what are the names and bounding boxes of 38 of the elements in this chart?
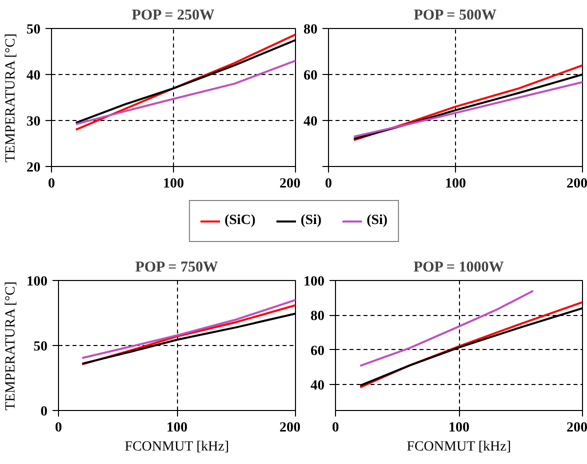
chart-title: POP = 250W — [132, 8, 214, 24]
y-tick-label: 40 — [304, 114, 318, 130]
x-tick-label: 0 — [332, 420, 339, 436]
y-tick-label: 0 — [40, 404, 48, 420]
x-tick-label: 200 — [566, 176, 587, 192]
y-tick-label: 50 — [34, 340, 48, 354]
y-tick-label: 30 — [26, 114, 40, 130]
y-tick-label: 20 — [26, 160, 40, 176]
y-tick-label: 60 — [310, 344, 324, 359]
legend-label: (Si) — [300, 213, 322, 229]
x-tick-label: 100 — [166, 420, 188, 436]
chart-title: POP = 500W — [414, 8, 496, 24]
y-tick-label: 100 — [304, 274, 324, 290]
chart-title: POP = 1000W — [413, 260, 504, 276]
x-tick-label: 200 — [566, 420, 587, 436]
x-tick-label: 200 — [280, 176, 300, 192]
legend-label: (Si) — [366, 213, 388, 229]
x-tick-label: 0 — [55, 420, 62, 436]
y-axis-title: TEMPERATURA [°C] — [4, 281, 18, 410]
line-series — [81, 299, 296, 359]
line-series — [359, 290, 534, 367]
y-tick-label: 50 — [26, 22, 40, 38]
legend-label: (SiC) — [224, 213, 256, 229]
y-tick-label: 40 — [26, 68, 40, 84]
y-tick-label: 40 — [310, 378, 324, 394]
x-tick-label: 100 — [163, 176, 184, 192]
y-tick-label: 80 — [310, 309, 324, 324]
y-axis-title: TEMPERATURA [°C] — [4, 33, 18, 162]
y-tick-label: 100 — [26, 274, 48, 290]
line-series — [74, 60, 296, 126]
x-tick-label: 100 — [448, 420, 470, 436]
chart-title: POP = 750W — [135, 260, 218, 276]
x-axis-title: FCONMUT [kHz] — [124, 440, 230, 454]
y-tick-label: 60 — [304, 68, 318, 84]
x-axis-title: FCONMUT [kHz] — [406, 440, 512, 454]
y-tick-label: 80 — [304, 22, 318, 38]
x-tick-label: 200 — [280, 420, 300, 436]
x-tick-label: 100 — [445, 176, 466, 192]
